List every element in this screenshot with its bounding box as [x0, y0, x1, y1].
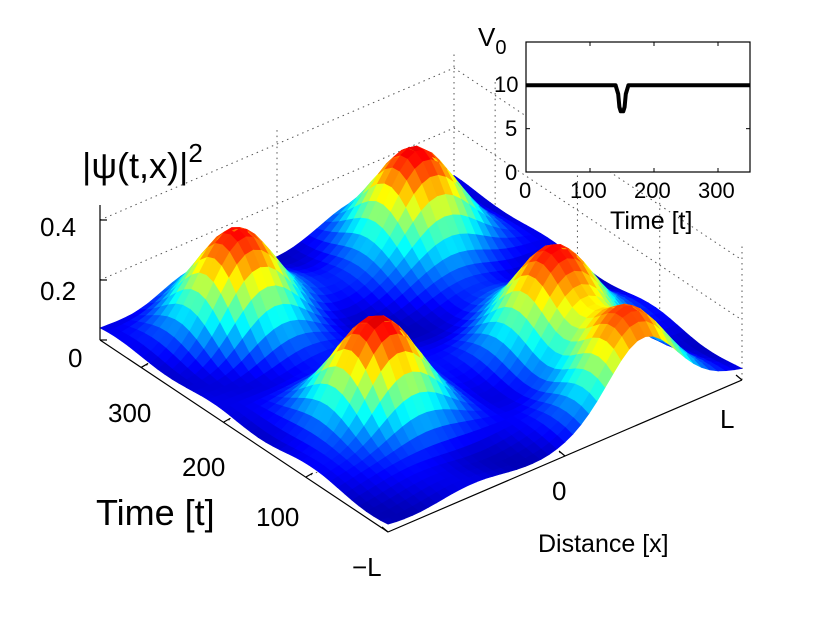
inset-y-axis-label: V0 — [478, 22, 506, 60]
t-tick — [305, 472, 314, 478]
inset-y-tick-label: 10 — [494, 72, 519, 97]
grid-line — [99, 127, 743, 321]
inset-x-axis-label: Time [t] — [610, 207, 693, 235]
inset-x-tick-label: 100 — [570, 178, 607, 203]
inset-x-tick-label: 0 — [519, 178, 532, 203]
x-tick-label: 0 — [552, 476, 567, 506]
x-tick-label: L — [720, 404, 735, 434]
time-axis-label: Time [t] — [96, 492, 215, 533]
z-axis-label-exponent: 2 — [188, 138, 203, 168]
x-tick — [558, 450, 566, 457]
inset-series-line — [526, 83, 750, 114]
z-tick-label: 0 — [68, 343, 83, 373]
inset-y-tick-label: 5 — [505, 116, 518, 141]
t-tick — [140, 362, 149, 368]
distance-axis-label: Distance [x] — [538, 530, 669, 558]
z-tick-label: 0.4 — [40, 212, 77, 242]
inset-x-tick-label: 200 — [634, 178, 671, 203]
inset-y-tick-label: 0 — [505, 160, 518, 185]
z-axis-label: |ψ(t,x)|2 — [82, 138, 203, 187]
t-tick-label: 300 — [108, 398, 152, 428]
t-tick-label: 100 — [256, 502, 300, 532]
x-tick — [381, 526, 389, 533]
z-axis-label-text: |ψ(t,x)| — [82, 145, 189, 186]
z-tick-label: 0.2 — [40, 276, 77, 306]
surface-patch — [725, 364, 743, 371]
grid-line — [99, 67, 743, 261]
t-tick — [223, 417, 231, 423]
inset-x-tick-label: 300 — [698, 178, 735, 203]
x-tick-label: −L — [352, 552, 382, 582]
inset-y-axis-label-subscript: 0 — [495, 37, 507, 59]
inset-background — [525, 41, 751, 173]
t-tick-label: 200 — [182, 452, 226, 482]
inset-y-axis-label-text: V — [478, 22, 496, 52]
x-tick — [735, 374, 743, 381]
t-axis-line — [99, 339, 389, 533]
